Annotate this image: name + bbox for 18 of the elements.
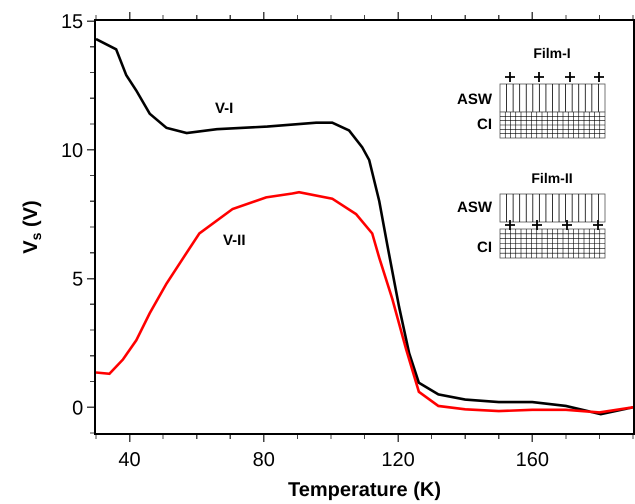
line-series: [96, 190, 633, 414]
y-tick-label: 0: [72, 397, 84, 420]
annotation: CI: [477, 239, 492, 256]
x-tick-label: 40: [118, 448, 141, 471]
series-label: V-II: [223, 232, 246, 249]
annotation: CI: [477, 116, 492, 133]
y-tick-label: 10: [60, 140, 84, 162]
annotation: Film-II: [531, 170, 573, 186]
x-axis-title: Temperature (K): [288, 478, 441, 501]
x-tick-label: 160: [516, 448, 549, 471]
annotation: ASW: [457, 91, 493, 108]
y-tick-label: 5: [72, 268, 84, 290]
series-label: V-I: [215, 100, 234, 117]
annotation: Film-I: [533, 45, 571, 61]
annotation: ASW: [457, 199, 493, 216]
y-tick-label: 15: [60, 11, 84, 33]
x-tick-label: 80: [252, 448, 275, 471]
x-tick-label: 120: [381, 448, 415, 471]
